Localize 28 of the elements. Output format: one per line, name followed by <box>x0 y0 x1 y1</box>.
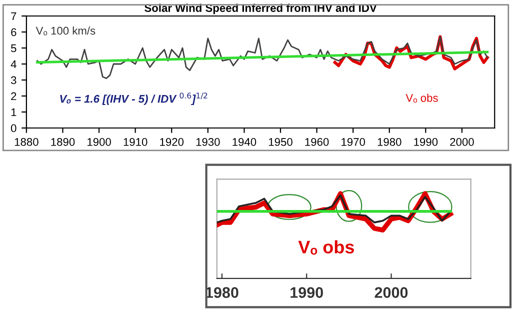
annotation: Vₒ 100 km/s <box>36 26 96 36</box>
y-tick-label: 3 <box>10 76 16 84</box>
x-tick-label: 1990 <box>290 287 323 298</box>
y-tick-label: 0 <box>10 124 16 132</box>
line-series <box>36 36 488 80</box>
x-tick-label: 1960 <box>305 138 329 146</box>
y-tick-label: 1 <box>11 108 16 116</box>
x-tick-label: 1880 <box>14 138 38 146</box>
x-tick-label: 1910 <box>124 138 148 146</box>
x-tick-label: 1990 <box>414 138 438 146</box>
x-tick-label: 1920 <box>160 138 184 146</box>
x-tick-label: 1980 <box>378 138 402 146</box>
y-tick-label: 4 <box>10 60 16 68</box>
annotation: Vₒ obs <box>406 94 438 103</box>
y-tick-label: 6 <box>11 28 16 36</box>
x-tick-label: 1890 <box>51 138 75 146</box>
x-tick-label: 1970 <box>342 138 365 146</box>
annotation: Vₒ = 1.6 [(IHV - 5) / IDV $^{0.6}$]$^{1/2}$ <box>60 92 208 105</box>
x-tick-label: 2000 <box>374 287 408 298</box>
x-tick-label: 1930 <box>196 138 220 146</box>
annotation: Vₒ obs <box>298 240 354 255</box>
y-tick-label: 7 <box>11 12 16 20</box>
x-tick-label: 1900 <box>88 138 111 146</box>
x-tick-label: 2000 <box>450 138 474 146</box>
y-tick-label: 2 <box>11 92 16 100</box>
y-tick-label: 5 <box>10 44 16 52</box>
x-tick-label: 1950 <box>268 138 292 146</box>
x-tick-label: 1940 <box>232 138 256 146</box>
